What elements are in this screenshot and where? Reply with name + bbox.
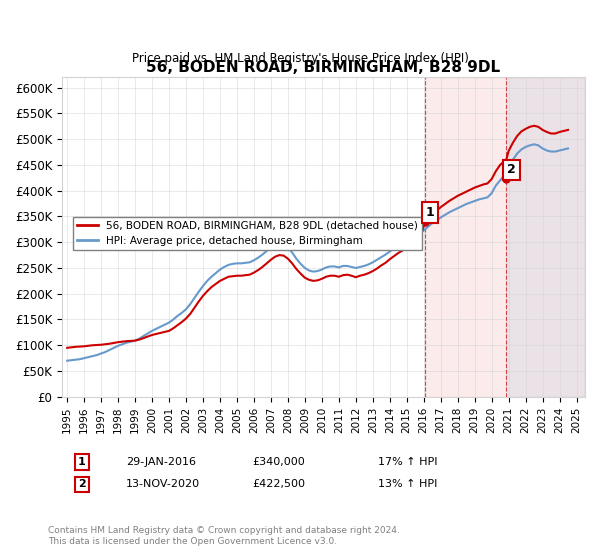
Text: 13% ↑ HPI: 13% ↑ HPI (378, 479, 437, 489)
Text: 29-JAN-2016: 29-JAN-2016 (126, 457, 196, 467)
Legend: 56, BODEN ROAD, BIRMINGHAM, B28 9DL (detached house), HPI: Average price, detach: 56, BODEN ROAD, BIRMINGHAM, B28 9DL (det… (73, 217, 422, 250)
Bar (425, 77, 585, 397)
Text: 1: 1 (426, 206, 434, 219)
Title: 56, BODEN ROAD, BIRMINGHAM, B28 9DL: 56, BODEN ROAD, BIRMINGHAM, B28 9DL (146, 60, 500, 75)
Text: 1: 1 (78, 457, 86, 467)
Text: 2: 2 (78, 479, 86, 489)
Text: £340,000: £340,000 (252, 457, 305, 467)
Text: 13-NOV-2020: 13-NOV-2020 (126, 479, 200, 489)
Text: 2: 2 (507, 164, 516, 176)
Text: 17% ↑ HPI: 17% ↑ HPI (378, 457, 437, 467)
Text: Price paid vs. HM Land Registry's House Price Index (HPI): Price paid vs. HM Land Registry's House … (131, 52, 469, 66)
Bar (506, 77, 585, 397)
Text: Contains HM Land Registry data © Crown copyright and database right 2024.
This d: Contains HM Land Registry data © Crown c… (48, 526, 400, 546)
Text: £422,500: £422,500 (252, 479, 305, 489)
